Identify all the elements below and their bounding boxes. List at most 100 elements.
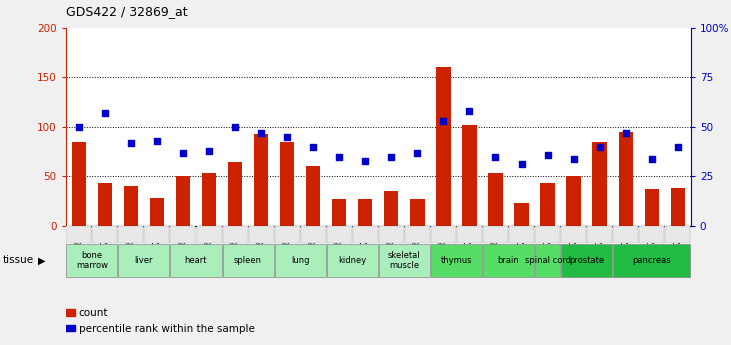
Text: ▶: ▶ <box>38 256 45 265</box>
Bar <box>150 198 164 226</box>
FancyBboxPatch shape <box>327 244 378 277</box>
FancyBboxPatch shape <box>222 244 273 277</box>
Bar <box>66 309 75 316</box>
Bar <box>124 186 138 226</box>
Point <box>99 110 110 116</box>
Point <box>307 144 319 149</box>
Point <box>515 162 527 167</box>
Point <box>281 134 293 139</box>
FancyBboxPatch shape <box>67 226 91 243</box>
FancyBboxPatch shape <box>118 244 170 277</box>
FancyBboxPatch shape <box>665 226 690 243</box>
Bar <box>410 199 425 226</box>
Text: lung: lung <box>291 256 309 265</box>
Point <box>463 108 475 114</box>
Bar <box>670 188 685 226</box>
Bar <box>254 134 268 226</box>
Bar <box>66 325 75 331</box>
Point <box>542 152 553 157</box>
Text: GDS422 / 32869_at: GDS422 / 32869_at <box>66 5 187 18</box>
FancyBboxPatch shape <box>118 226 143 243</box>
FancyBboxPatch shape <box>249 226 273 243</box>
Text: heart: heart <box>185 256 208 265</box>
Text: percentile rank within the sample: percentile rank within the sample <box>79 324 254 334</box>
Text: prostate: prostate <box>569 256 605 265</box>
FancyBboxPatch shape <box>275 244 326 277</box>
FancyBboxPatch shape <box>170 244 221 277</box>
Text: liver: liver <box>135 256 154 265</box>
Point <box>203 148 215 153</box>
Point <box>620 130 632 136</box>
FancyBboxPatch shape <box>405 226 430 243</box>
Bar <box>228 161 242 226</box>
Point <box>385 154 397 159</box>
FancyBboxPatch shape <box>379 244 430 277</box>
Bar <box>306 167 320 226</box>
Bar <box>515 203 529 226</box>
Point <box>151 138 163 144</box>
Bar <box>567 176 580 226</box>
Bar <box>540 183 555 226</box>
FancyBboxPatch shape <box>327 226 352 243</box>
Point <box>646 156 658 161</box>
FancyBboxPatch shape <box>535 244 560 277</box>
Point <box>125 140 137 146</box>
Bar <box>202 174 216 226</box>
Text: thymus: thymus <box>441 256 472 265</box>
FancyBboxPatch shape <box>535 226 560 243</box>
Point <box>594 144 605 149</box>
Bar <box>176 176 190 226</box>
Bar <box>645 189 659 226</box>
Text: pancreas: pancreas <box>632 256 671 265</box>
Text: kidney: kidney <box>338 256 366 265</box>
FancyBboxPatch shape <box>222 226 248 243</box>
Point <box>490 154 501 159</box>
Point <box>438 118 450 124</box>
FancyBboxPatch shape <box>145 226 170 243</box>
Bar <box>436 67 450 226</box>
FancyBboxPatch shape <box>275 226 300 243</box>
Text: bone
marrow: bone marrow <box>76 251 108 270</box>
FancyBboxPatch shape <box>379 226 404 243</box>
Bar <box>488 174 503 226</box>
FancyBboxPatch shape <box>639 226 664 243</box>
FancyBboxPatch shape <box>483 244 534 277</box>
Point <box>360 158 371 163</box>
FancyBboxPatch shape <box>509 226 534 243</box>
FancyBboxPatch shape <box>92 226 118 243</box>
Point <box>672 144 683 149</box>
Bar <box>618 132 633 226</box>
FancyBboxPatch shape <box>300 226 326 243</box>
FancyBboxPatch shape <box>67 244 118 277</box>
Text: skeletal
muscle: skeletal muscle <box>388 251 420 270</box>
Bar <box>72 142 86 226</box>
Text: spinal cord: spinal cord <box>525 256 571 265</box>
Text: spleen: spleen <box>234 256 262 265</box>
FancyBboxPatch shape <box>457 226 482 243</box>
Point <box>73 124 85 130</box>
Bar <box>280 142 295 226</box>
Bar <box>593 142 607 226</box>
FancyBboxPatch shape <box>170 226 195 243</box>
FancyBboxPatch shape <box>613 244 690 277</box>
Text: tissue: tissue <box>2 256 34 265</box>
Point <box>412 150 423 155</box>
Bar <box>358 199 372 226</box>
Point <box>333 154 345 159</box>
Bar <box>332 199 346 226</box>
FancyBboxPatch shape <box>613 226 638 243</box>
FancyBboxPatch shape <box>483 226 508 243</box>
Point <box>255 130 267 136</box>
Bar <box>462 125 477 226</box>
Text: count: count <box>79 308 108 318</box>
FancyBboxPatch shape <box>431 244 482 277</box>
Bar <box>385 191 398 226</box>
Point <box>230 124 241 130</box>
Bar <box>98 183 112 226</box>
FancyBboxPatch shape <box>431 226 456 243</box>
Point <box>177 150 189 155</box>
FancyBboxPatch shape <box>353 226 378 243</box>
Point <box>568 156 580 161</box>
Text: brain: brain <box>498 256 520 265</box>
FancyBboxPatch shape <box>561 226 586 243</box>
